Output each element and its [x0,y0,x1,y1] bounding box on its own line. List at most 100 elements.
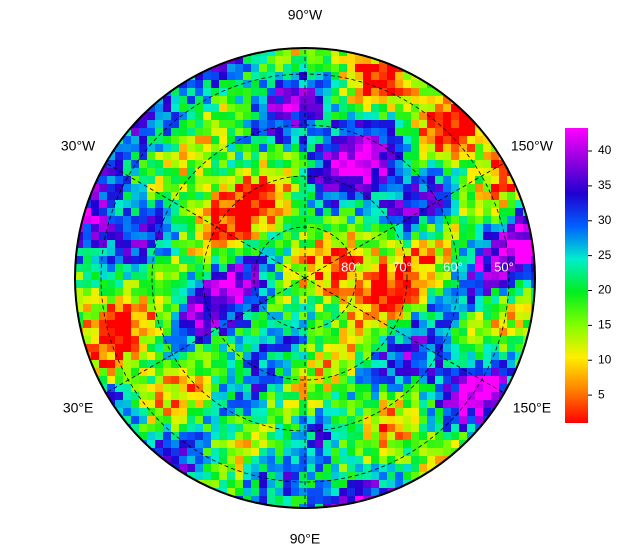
meridian [304,277,514,399]
raster-cell [107,328,116,337]
raster-cell [475,352,484,361]
raster-cell [435,416,444,425]
raster-cell [379,192,388,201]
raster-cell [227,88,236,97]
raster-cell [91,384,100,393]
raster-cell [355,328,364,337]
raster-cell [387,88,396,97]
raster-cell [331,312,340,321]
raster-cell [227,240,236,249]
raster-cell [523,272,532,281]
raster-cell [379,136,388,145]
raster-cell [139,360,148,369]
raster-cell [419,264,428,273]
raster-cell [435,336,444,345]
raster-cell [211,368,220,377]
raster-cell [211,416,220,425]
raster-cell [323,208,332,217]
raster-cell [275,88,284,97]
raster-cell [267,56,276,65]
raster-cell [403,168,412,177]
raster-cell [467,304,476,313]
raster-cell [219,248,228,257]
raster-cell [483,224,492,233]
raster-cell [475,400,484,409]
raster-cell [259,464,268,473]
raster-cell [291,144,300,153]
raster-cell [171,368,180,377]
raster-cell [363,104,372,113]
raster-cell [435,216,444,225]
raster-cell [387,144,396,153]
raster-cell [339,320,348,329]
raster-cell [251,192,260,201]
raster-cell [379,280,388,289]
raster-cell [275,280,284,289]
raster-cell [411,200,420,209]
raster-cell [443,184,452,193]
raster-cell [347,192,356,201]
raster-cell [259,200,268,209]
raster-cell [411,440,420,449]
raster-cell [123,240,132,249]
raster-cell [163,256,172,265]
raster-cell [163,336,172,345]
raster-cell [427,232,436,241]
raster-cell [403,496,412,505]
raster-cell [387,392,396,401]
raster-cell [243,176,252,185]
raster-cell [291,400,300,409]
raster-cell [155,272,164,281]
raster-cell [459,232,468,241]
raster-cell [459,392,468,401]
raster-cell [195,240,204,249]
raster-cell [387,344,396,353]
raster-cell [451,176,460,185]
raster-cell [251,272,260,281]
raster-cell [331,488,340,497]
raster-cell [323,64,332,73]
raster-cell [379,448,388,457]
colorbar-tick-label: 10 [598,352,612,366]
raster-cell [275,224,284,233]
raster-cell [363,312,372,321]
raster-cell [115,264,124,273]
raster-cell [211,264,220,273]
raster-cell [267,496,276,505]
raster-cell [179,160,188,169]
raster-cell [411,432,420,441]
raster-cell [251,344,260,353]
raster-cell [491,312,500,321]
raster-cell [475,272,484,281]
raster-cell [355,368,364,377]
raster-cell [435,448,444,457]
raster-cell [467,328,476,337]
raster-cell [171,472,180,481]
raster-cell [499,192,508,201]
raster-cell [155,224,164,233]
raster-cell [235,64,244,73]
raster-cell [251,320,260,329]
raster-cell [155,344,164,353]
raster-cell [363,112,372,121]
raster-cell [435,424,444,433]
raster-cell [227,384,236,393]
raster-cell [227,456,236,465]
raster-cell [219,312,228,321]
raster-cell [523,280,532,289]
raster-cell [411,272,420,281]
raster-cell [243,144,252,153]
raster-cell [123,336,132,345]
raster-cell [411,168,420,177]
raster-cell [419,304,428,313]
raster-cell [195,248,204,257]
raster-cell [451,400,460,409]
raster-cell [435,392,444,401]
raster-cell [331,240,340,249]
raster-cell [411,288,420,297]
raster-cell [275,216,284,225]
raster-cell [475,288,484,297]
raster-cell [195,192,204,201]
raster-cell [355,264,364,273]
raster-cell [323,88,332,97]
